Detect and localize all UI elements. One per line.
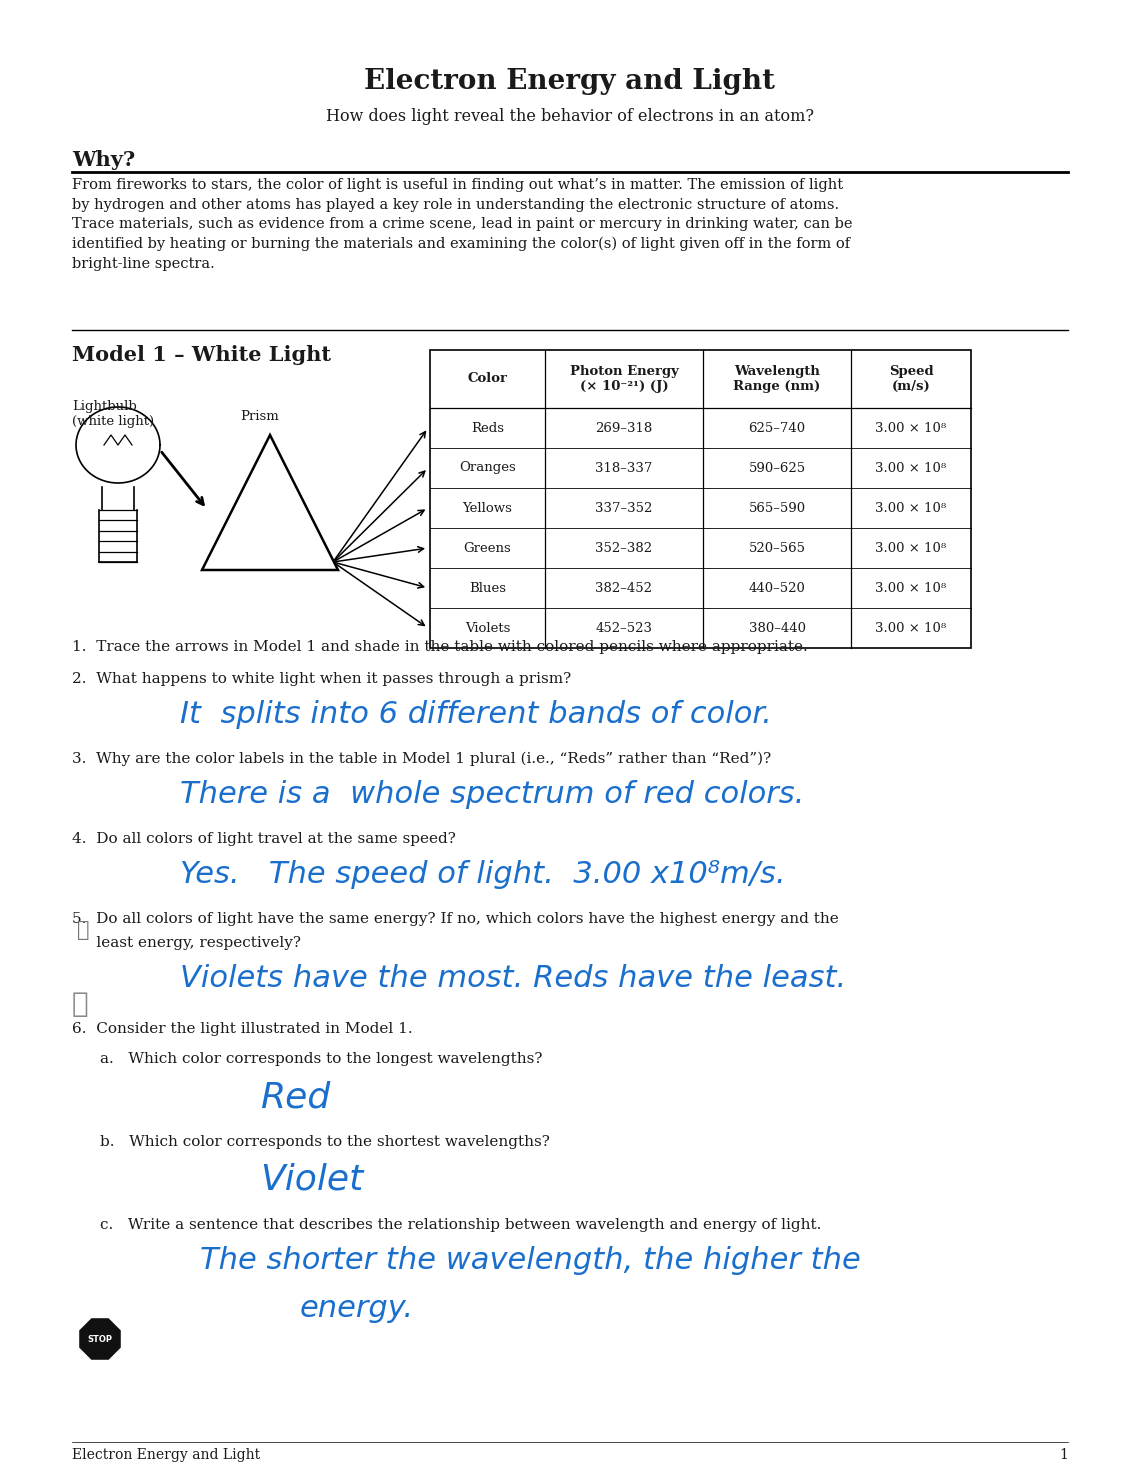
Text: 520–565: 520–565 <box>749 542 806 555</box>
Text: Yes.   The speed of light.  3.00 x10⁸m/s.: Yes. The speed of light. 3.00 x10⁸m/s. <box>180 861 785 889</box>
Text: 3.00 × 10⁸: 3.00 × 10⁸ <box>876 621 946 635</box>
Text: 452–523: 452–523 <box>595 621 652 635</box>
Text: 3.00 × 10⁸: 3.00 × 10⁸ <box>876 582 946 595</box>
Text: 3.00 × 10⁸: 3.00 × 10⁸ <box>876 542 946 555</box>
Text: 3.  Why are the color labels in the table in Model 1 plural (i.e., “Reds” rather: 3. Why are the color labels in the table… <box>72 751 772 766</box>
Text: How does light reveal the behavior of electrons in an atom?: How does light reveal the behavior of el… <box>326 108 814 125</box>
Text: The shorter the wavelength, the higher the: The shorter the wavelength, the higher t… <box>200 1246 861 1275</box>
Text: 6.  Consider the light illustrated in Model 1.: 6. Consider the light illustrated in Mod… <box>72 1021 413 1036</box>
Text: It  splits into 6 different bands of color.: It splits into 6 different bands of colo… <box>180 700 772 729</box>
Text: Wavelength
Range (nm): Wavelength Range (nm) <box>733 365 821 393</box>
Text: 565–590: 565–590 <box>749 502 806 515</box>
Text: energy.: energy. <box>300 1294 414 1322</box>
Text: Blues: Blues <box>469 582 506 595</box>
Text: 1: 1 <box>1059 1448 1068 1463</box>
Text: Speed
(m/s): Speed (m/s) <box>889 365 934 393</box>
Text: a.   Which color corresponds to the longest wavelengths?: a. Which color corresponds to the longes… <box>100 1052 543 1066</box>
Text: 4.  Do all colors of light travel at the same speed?: 4. Do all colors of light travel at the … <box>72 832 456 846</box>
Text: Lightbulb: Lightbulb <box>72 400 137 413</box>
Text: Reds: Reds <box>471 422 504 434</box>
Text: 625–740: 625–740 <box>749 422 806 434</box>
Text: c.   Write a sentence that describes the relationship between wavelength and ene: c. Write a sentence that describes the r… <box>100 1218 822 1232</box>
Text: 1.  Trace the arrows in Model 1 and shade in the table with colored pencils wher: 1. Trace the arrows in Model 1 and shade… <box>72 641 808 654</box>
Text: Violets have the most. Reds have the least.: Violets have the most. Reds have the lea… <box>180 964 846 993</box>
Text: 590–625: 590–625 <box>749 462 806 474</box>
Text: Oranges: Oranges <box>459 462 516 474</box>
Bar <box>430 350 971 648</box>
Text: ⚿: ⚿ <box>72 990 89 1018</box>
Text: Yellows: Yellows <box>463 502 513 515</box>
Text: 352–382: 352–382 <box>595 542 652 555</box>
Text: There is a  whole spectrum of red colors.: There is a whole spectrum of red colors. <box>180 779 805 809</box>
Text: Violet: Violet <box>260 1163 364 1197</box>
Text: Electron Energy and Light: Electron Energy and Light <box>72 1448 260 1463</box>
Text: 3.00 × 10⁸: 3.00 × 10⁸ <box>876 462 946 474</box>
Text: 318–337: 318–337 <box>595 462 653 474</box>
Text: 5.  Do all colors of light have the same energy? If no, which colors have the hi: 5. Do all colors of light have the same … <box>72 912 839 925</box>
Text: Prism: Prism <box>241 410 279 424</box>
Text: 🗝: 🗝 <box>78 920 90 940</box>
Text: 440–520: 440–520 <box>749 582 806 595</box>
Text: Color: Color <box>467 372 507 385</box>
Text: Electron Energy and Light: Electron Energy and Light <box>365 68 775 94</box>
Text: From fireworks to stars, the color of light is useful in finding out what’s in m: From fireworks to stars, the color of li… <box>72 179 853 270</box>
Text: Photon Energy
(× 10⁻²¹) (J): Photon Energy (× 10⁻²¹) (J) <box>570 365 678 393</box>
Text: 269–318: 269–318 <box>595 422 652 434</box>
Text: 382–452: 382–452 <box>595 582 652 595</box>
Text: STOP: STOP <box>88 1334 113 1343</box>
Text: (white light): (white light) <box>72 415 154 428</box>
Text: 3.00 × 10⁸: 3.00 × 10⁸ <box>876 422 946 434</box>
Text: 337–352: 337–352 <box>595 502 653 515</box>
Text: Red: Red <box>260 1080 331 1114</box>
Text: 3.00 × 10⁸: 3.00 × 10⁸ <box>876 502 946 515</box>
Text: Violets: Violets <box>465 621 511 635</box>
Text: b.   Which color corresponds to the shortest wavelengths?: b. Which color corresponds to the shorte… <box>100 1135 549 1148</box>
Text: 2.  What happens to white light when it passes through a prism?: 2. What happens to white light when it p… <box>72 672 571 686</box>
Text: Why?: Why? <box>72 151 136 170</box>
Text: Model 1 – White Light: Model 1 – White Light <box>72 345 331 365</box>
Text: Greens: Greens <box>464 542 512 555</box>
Polygon shape <box>78 1317 122 1361</box>
Text: least energy, respectively?: least energy, respectively? <box>72 936 301 951</box>
Text: 380–440: 380–440 <box>749 621 806 635</box>
